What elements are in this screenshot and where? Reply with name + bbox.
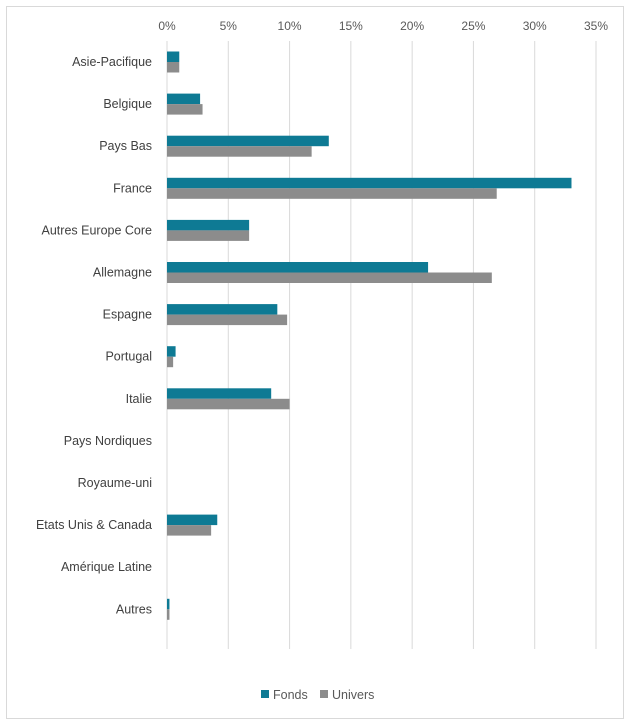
- bar-univers: [167, 272, 492, 283]
- category-label: Pays Bas: [99, 139, 152, 153]
- x-tick-label: 0%: [158, 19, 176, 33]
- x-tick-label: 25%: [461, 19, 485, 33]
- bar-univers: [167, 525, 212, 536]
- category-label: Italie: [126, 392, 152, 406]
- bar-univers: [167, 356, 174, 368]
- category-label: Royaume-uni: [78, 476, 152, 490]
- bar-univers: [167, 314, 288, 326]
- category-label: Portugal: [105, 350, 152, 364]
- legend-label: Univers: [332, 688, 374, 702]
- category-label: Autres: [116, 602, 152, 616]
- category-label: Autres Europe Core: [42, 223, 153, 237]
- bar-univers: [167, 188, 497, 199]
- bars: [167, 51, 572, 620]
- bar-fonds: [167, 51, 180, 62]
- category-label: France: [113, 181, 152, 195]
- category-label: Pays Nordiques: [64, 434, 152, 448]
- legend: Fonds Univers: [261, 688, 374, 702]
- chart-frame: 0% 5% 10% 15% 20% 25% 30% 35% Asie-Pacifique Bel…: [6, 6, 624, 719]
- x-axis-tick-labels: 0% 5% 10% 15% 20% 25% 30% 35%: [158, 19, 608, 33]
- bar-univers: [167, 62, 180, 73]
- category-label: Allemagne: [93, 266, 152, 280]
- x-tick-label: 5%: [220, 19, 238, 33]
- bar-fonds: [167, 219, 250, 231]
- category-label: Amérique Latine: [61, 560, 152, 574]
- bar-univers: [167, 609, 170, 620]
- bar-univers: [167, 146, 312, 157]
- category-label: Espagne: [103, 308, 152, 322]
- bar-fonds: [167, 514, 218, 526]
- gridlines: [166, 41, 597, 649]
- bar-fonds: [167, 262, 429, 273]
- category-labels: Asie-Pacifique Belgique Pays Bas France Autr…: [36, 55, 152, 616]
- x-tick-label: 30%: [523, 19, 547, 33]
- legend-swatch-univers: [320, 690, 328, 698]
- bar-chart: 0% 5% 10% 15% 20% 25% 30% 35% Asie-Pacifique Bel…: [36, 19, 608, 702]
- bar-fonds: [167, 598, 170, 610]
- x-tick-label: 35%: [584, 19, 608, 33]
- x-tick-label: 20%: [400, 19, 424, 33]
- bar-univers: [167, 230, 250, 241]
- bar-fonds: [167, 388, 272, 399]
- category-label: Asie-Pacifique: [72, 55, 152, 69]
- bar-fonds: [167, 135, 329, 147]
- legend-swatch-fonds: [261, 690, 269, 698]
- bar-univers: [167, 104, 203, 115]
- bar-fonds: [167, 93, 201, 105]
- bar-fonds: [167, 304, 278, 315]
- x-tick-label: 10%: [278, 19, 302, 33]
- legend-label: Fonds: [273, 688, 308, 702]
- bar-univers: [167, 398, 290, 410]
- bar-fonds: [167, 346, 176, 357]
- category-label: Belgique: [103, 97, 152, 111]
- bar-fonds: [167, 177, 572, 189]
- x-tick-label: 15%: [339, 19, 363, 33]
- category-label: Etats Unis & Canada: [36, 518, 152, 532]
